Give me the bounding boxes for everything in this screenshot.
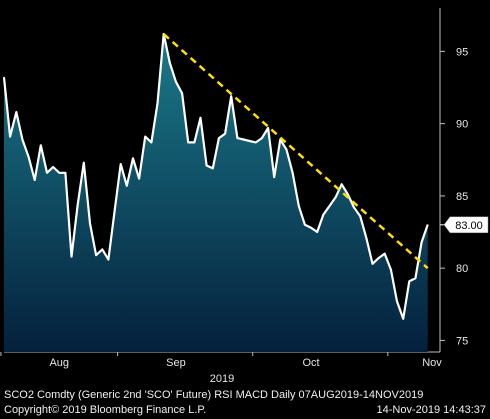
- data-point-67: [414, 277, 416, 279]
- data-point-31: [193, 141, 195, 143]
- data-point-35: [218, 137, 220, 139]
- data-point-17: [107, 258, 109, 261]
- data-point-57: [353, 206, 355, 209]
- data-point-0: [3, 76, 5, 78]
- data-point-18: [113, 211, 116, 213]
- data-point-16: [101, 248, 103, 250]
- y-tick-label-75: 75: [456, 335, 468, 347]
- data-point-14: [89, 222, 91, 224]
- last-value-marker: 83.00: [440, 216, 489, 234]
- data-point-23: [144, 136, 146, 138]
- footer-description: SCO2 Comdty (Generic 2nd 'SCO' Future) R…: [4, 389, 424, 401]
- data-point-34: [212, 167, 214, 169]
- data-point-37: [230, 95, 232, 97]
- data-point-32: [199, 117, 202, 119]
- data-point-64: [396, 300, 398, 302]
- footer-timestamp: 14-Nov-2019 14:43:37: [376, 404, 486, 416]
- data-point-46: [285, 149, 288, 151]
- data-point-40: [249, 140, 251, 142]
- x-axis-ticks: Aug Sep Oct Nov: [0, 352, 442, 369]
- data-point-3: [21, 138, 23, 141]
- rsi-line: [2, 32, 429, 320]
- data-point-15: [95, 254, 97, 256]
- data-point-44: [273, 176, 275, 178]
- data-point-50: [310, 227, 312, 229]
- last-value-label: 83.00: [455, 220, 483, 232]
- y-tick-label-95: 95: [456, 46, 468, 58]
- data-point-39: [242, 138, 245, 141]
- data-point-49: [304, 224, 306, 226]
- data-point-52: [322, 214, 324, 216]
- data-point-27: [169, 62, 171, 64]
- resistance-trendline: [162, 33, 429, 270]
- trendline: [162, 33, 429, 270]
- data-point-1: [9, 136, 11, 138]
- data-point-10: [64, 172, 66, 174]
- data-point-65: [402, 318, 404, 320]
- x-tick-label-oct: Oct: [302, 357, 319, 369]
- data-point-41: [255, 141, 257, 143]
- area-fill: [4, 34, 428, 352]
- data-point-5: [34, 179, 36, 181]
- data-point-63: [390, 269, 392, 271]
- data-point-54: [335, 196, 337, 198]
- data-point-66: [408, 280, 410, 282]
- data-point-61: [378, 257, 380, 259]
- data-point-7: [46, 172, 48, 174]
- data-point-47: [292, 172, 294, 174]
- data-point-20: [126, 185, 128, 187]
- area-path: [4, 34, 428, 352]
- y-axis-ticks: 75 80 85 90 95: [440, 46, 468, 347]
- data-point-12: [77, 204, 79, 206]
- data-point-38: [236, 137, 238, 139]
- data-point-51: [316, 231, 318, 233]
- data-point-60: [371, 263, 374, 265]
- data-point-9: [58, 172, 60, 174]
- data-point-28: [175, 81, 177, 83]
- data-point-58: [359, 215, 361, 217]
- year-label: 2019: [210, 373, 234, 385]
- series-line: [2, 32, 429, 320]
- data-point-42: [261, 137, 263, 139]
- data-point-25: [156, 102, 159, 104]
- data-point-22: [138, 178, 140, 180]
- data-point-19: [120, 163, 122, 165]
- data-point-8: [52, 166, 54, 168]
- data-point-62: [384, 253, 386, 255]
- data-point-53: [328, 205, 331, 207]
- last-value-box: [443, 216, 489, 234]
- data-point-36: [224, 133, 226, 135]
- data-point-21: [132, 157, 134, 159]
- data-point-29: [181, 92, 183, 94]
- data-point-30: [187, 141, 189, 143]
- x-tick-label-nov: Nov: [422, 357, 442, 369]
- data-point-33: [206, 164, 208, 167]
- data-point-59: [365, 237, 367, 239]
- y-tick-label-80: 80: [456, 263, 468, 275]
- data-point-68: [421, 241, 423, 243]
- footer-copyright: Copyright© 2019 Bloomberg Finance L.P.: [4, 404, 207, 416]
- data-point-43: [267, 127, 269, 129]
- data-point-56: [347, 193, 349, 196]
- data-point-4: [28, 156, 30, 158]
- data-point-11: [70, 256, 73, 258]
- data-point-55: [341, 183, 343, 185]
- data-point-13: [83, 162, 85, 164]
- data-point-48: [298, 205, 300, 207]
- data-point-24: [150, 141, 152, 143]
- x-tick-label-sep: Sep: [166, 357, 186, 369]
- y-tick-label-90: 90: [456, 119, 468, 131]
- data-point-2: [15, 111, 17, 113]
- x-tick-label-aug: Aug: [49, 357, 69, 369]
- data-point-6: [40, 144, 42, 146]
- data-point-69: [427, 224, 429, 226]
- y-tick-label-85: 85: [456, 191, 468, 203]
